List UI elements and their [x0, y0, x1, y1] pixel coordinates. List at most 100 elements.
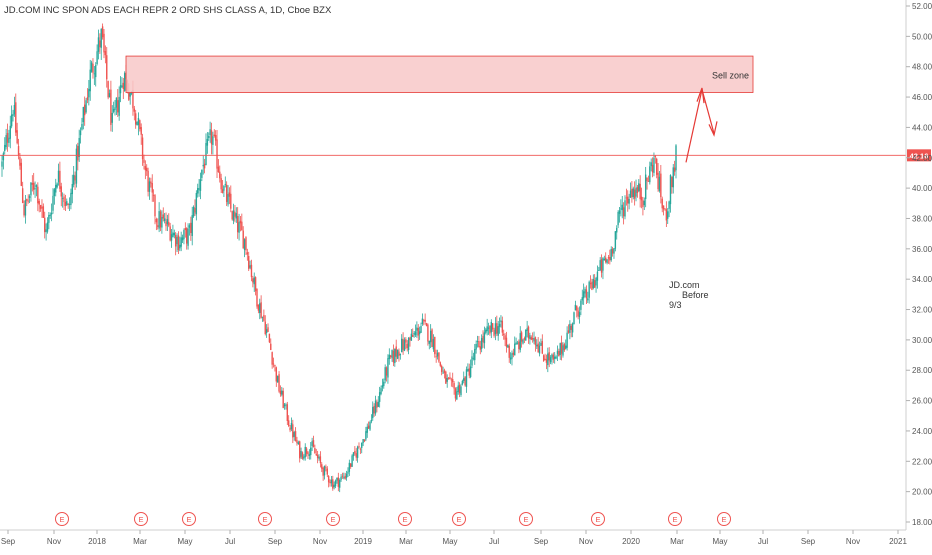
x-tick-label: Sep — [1, 537, 16, 546]
x-tick-label: Sep — [534, 537, 549, 546]
earnings-marker[interactable]: E — [258, 512, 272, 526]
candle-body — [540, 342, 542, 346]
candle-body — [57, 170, 60, 183]
candle-body — [45, 229, 47, 233]
candle-body — [407, 338, 410, 351]
candle-body — [67, 204, 69, 205]
x-tick-label: May — [177, 537, 192, 546]
candle-body — [33, 182, 35, 190]
candle-body — [560, 342, 563, 354]
candle-body — [31, 183, 34, 185]
earnings-marker[interactable]: E — [326, 512, 340, 526]
candle-body — [414, 331, 417, 336]
candle-body — [605, 257, 607, 263]
candle-body — [108, 93, 111, 98]
earnings-letter: E — [330, 515, 335, 524]
candle-body — [376, 402, 378, 408]
candle-body — [644, 174, 647, 200]
candle-body — [388, 354, 391, 360]
candle-body — [638, 183, 640, 192]
candle-body — [394, 348, 396, 364]
candle-body — [507, 344, 509, 348]
candle-body — [129, 92, 131, 97]
candle-body — [474, 348, 476, 361]
candle-body — [653, 157, 655, 173]
candle-body — [34, 188, 36, 190]
x-tick-label: Nov — [579, 537, 593, 546]
earnings-marker[interactable]: E — [519, 512, 533, 526]
candle-body — [611, 248, 614, 254]
candle-body — [383, 381, 385, 387]
candle-body — [75, 148, 78, 184]
arrow-head-down — [708, 121, 718, 137]
candle-body — [457, 385, 459, 393]
x-tick-label: Sep — [801, 537, 816, 546]
candle-body — [303, 456, 305, 459]
candle-body — [79, 130, 82, 136]
candle-body — [151, 183, 153, 193]
y-tick-label: 42.00 — [912, 154, 932, 163]
candle-body — [377, 401, 379, 407]
candle-body — [48, 214, 50, 223]
candle-body — [274, 365, 276, 367]
earnings-marker[interactable]: E — [134, 512, 148, 526]
candle-body — [103, 33, 105, 53]
earnings-letter: E — [672, 515, 677, 524]
earnings-marker[interactable]: E — [398, 512, 412, 526]
candle-body — [374, 400, 377, 414]
candle-body — [321, 464, 323, 469]
candle-body — [577, 310, 579, 317]
y-tick-label: 18.00 — [912, 518, 932, 527]
candle-body — [93, 73, 96, 75]
candle-body — [327, 476, 330, 483]
candle-body — [174, 235, 177, 247]
candle-body — [276, 375, 279, 383]
candle-body — [115, 97, 118, 108]
candle-body — [168, 221, 170, 226]
candle-body — [660, 173, 662, 198]
candle-body — [556, 350, 559, 355]
candle-body — [343, 477, 345, 479]
earnings-marker[interactable]: E — [452, 512, 466, 526]
candle-body — [571, 323, 574, 333]
x-axis: Sep Nov 2018 Mar May Jul Sep Nov 2019 Mar May Jul Se… — [0, 529, 907, 546]
candle-body — [624, 200, 626, 217]
last-price-label: 42.16 — [910, 151, 929, 160]
candle-body — [515, 342, 517, 345]
candle-body — [272, 363, 275, 365]
candle-body — [370, 419, 373, 422]
earnings-letter: E — [456, 515, 461, 524]
earnings-marker[interactable]: E — [668, 512, 682, 526]
candle-body — [367, 425, 370, 429]
candle-body — [83, 104, 86, 116]
candle-body — [53, 189, 56, 196]
earnings-marker[interactable]: E — [717, 512, 731, 526]
candle-body — [478, 341, 480, 348]
candle-body — [296, 440, 298, 444]
candle-body — [463, 378, 465, 381]
candle-body — [372, 406, 374, 419]
chart-title: JD.COM INC SPON ADS EACH REPR 2 ORD SHS … — [4, 5, 332, 16]
candle-body — [12, 114, 14, 116]
candle-body — [469, 366, 472, 378]
candle-body — [347, 471, 349, 474]
earnings-marker[interactable]: E — [55, 512, 69, 526]
earnings-letter: E — [523, 515, 528, 524]
candle-body — [188, 225, 191, 228]
candle-body — [486, 326, 488, 332]
earnings-marker[interactable]: E — [591, 512, 605, 526]
candle-body — [231, 211, 233, 220]
candle-body — [114, 107, 116, 111]
candle-body — [206, 138, 209, 146]
candle-body — [104, 51, 107, 56]
y-tick-label: 44.00 — [912, 123, 932, 132]
y-tick-label: 20.00 — [912, 488, 932, 497]
candle-body — [489, 325, 491, 334]
candle-body — [358, 446, 360, 448]
candle-body — [170, 234, 173, 241]
candle-body — [304, 446, 306, 458]
earnings-marker[interactable]: E — [182, 512, 196, 526]
candle-body — [128, 92, 130, 100]
candle-body — [578, 312, 581, 318]
candle-body — [530, 337, 532, 340]
